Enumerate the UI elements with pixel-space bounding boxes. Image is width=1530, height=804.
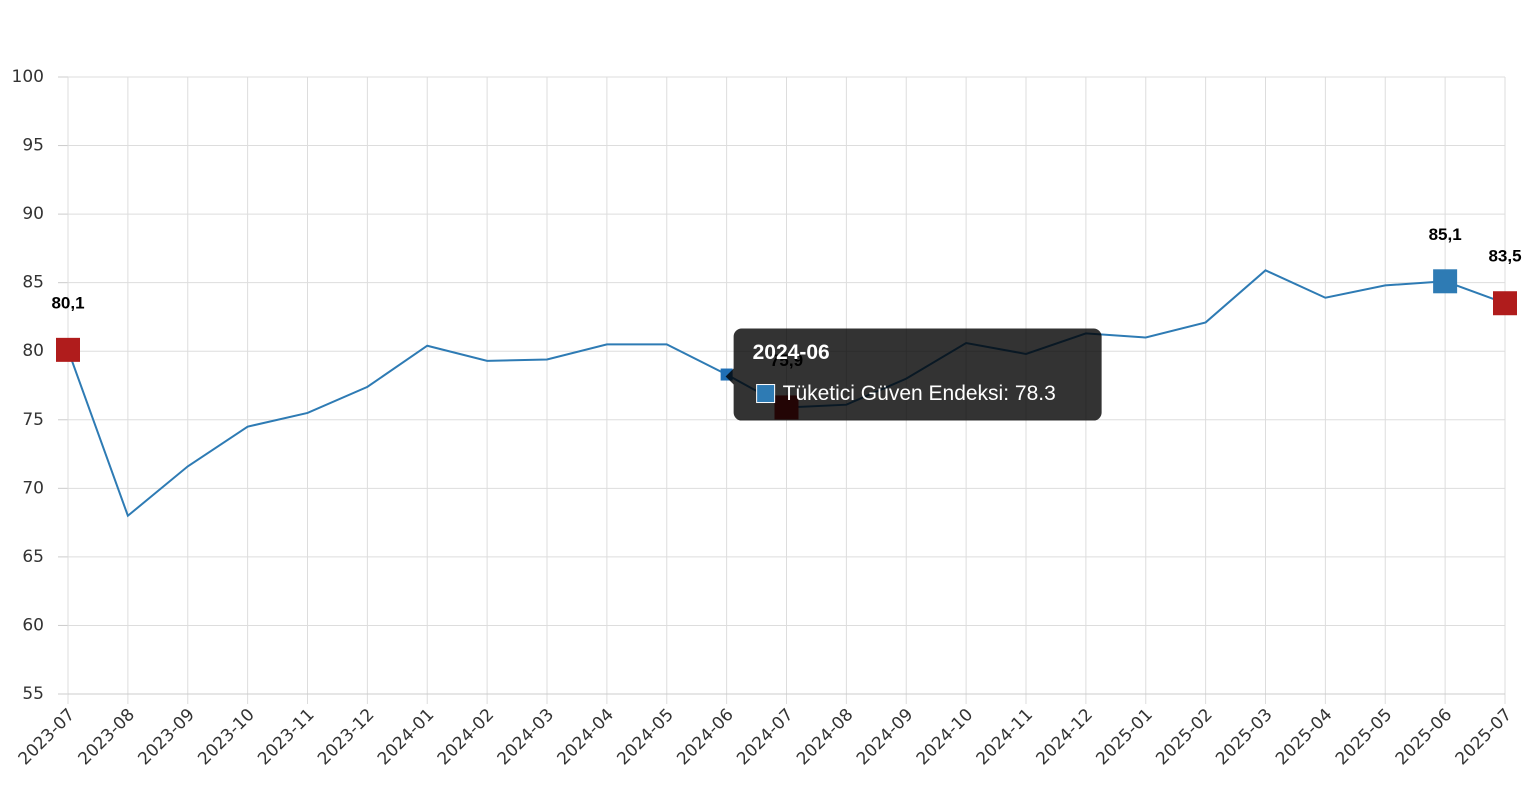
y-tick-label: 70	[22, 478, 44, 498]
x-tick-label: 2024-02	[434, 705, 498, 769]
tooltip: 2024-06 Tüketici Güven Endeksi: 78.3	[725, 328, 1102, 421]
marker	[56, 337, 80, 362]
x-tick-label: 2023-12	[314, 705, 378, 769]
x-tick-label: 2025-01	[1092, 705, 1156, 769]
x-tick-label: 2024-04	[554, 705, 618, 769]
x-tick-label: 2024-09	[853, 705, 917, 769]
y-tick-label: 55	[22, 684, 44, 704]
tooltip-swatch	[756, 384, 776, 404]
y-tick-label: 75	[22, 410, 44, 430]
x-tick-label: 2024-01	[374, 705, 438, 769]
y-tick-label: 60	[22, 615, 44, 635]
y-tick-label: 90	[22, 204, 44, 224]
x-tick-label: 2024-07	[733, 705, 797, 769]
x-tick-label: 2025-05	[1332, 705, 1396, 769]
x-tick-label: 2024-05	[613, 705, 677, 769]
x-tick-label: 2023-11	[254, 705, 318, 769]
y-tick-label: 65	[22, 547, 44, 567]
tooltip-box	[725, 328, 1102, 421]
tooltip-text: Tüketici Güven Endeksi: 78.3	[783, 382, 1056, 405]
x-tick-label: 2024-03	[494, 705, 558, 769]
x-tick-label: 2025-06	[1392, 705, 1456, 769]
value-label: 83,5	[1488, 247, 1521, 266]
x-tick-label: 2024-10	[913, 705, 977, 769]
x-tick-label: 2024-06	[673, 705, 737, 769]
x-tick-label: 2023-09	[134, 705, 198, 769]
x-tick-label: 2025-07	[1452, 705, 1516, 769]
y-tick-label: 100	[12, 67, 44, 87]
value-label: 85,1	[1429, 225, 1462, 244]
y-tick-label: 85	[22, 273, 44, 293]
tooltip-title: 2024-06	[753, 341, 830, 364]
x-tick-label: 2023-08	[75, 705, 139, 769]
x-tick-label: 2025-04	[1272, 705, 1336, 769]
x-tick-label: 2024-12	[1033, 705, 1097, 769]
x-tick-label: 2023-10	[194, 705, 258, 769]
marker	[1493, 291, 1517, 316]
x-tick-label: 2024-11	[973, 705, 1037, 769]
x-tick-label: 2023-07	[15, 705, 79, 769]
x-tick-label: 2025-03	[1212, 705, 1276, 769]
x-tick-label: 2025-02	[1152, 705, 1216, 769]
marker	[1433, 269, 1458, 294]
x-tick-label: 2024-08	[793, 705, 857, 769]
y-tick-label: 95	[22, 136, 44, 156]
y-tick-label: 80	[22, 341, 44, 361]
value-label: 80,1	[51, 293, 84, 312]
